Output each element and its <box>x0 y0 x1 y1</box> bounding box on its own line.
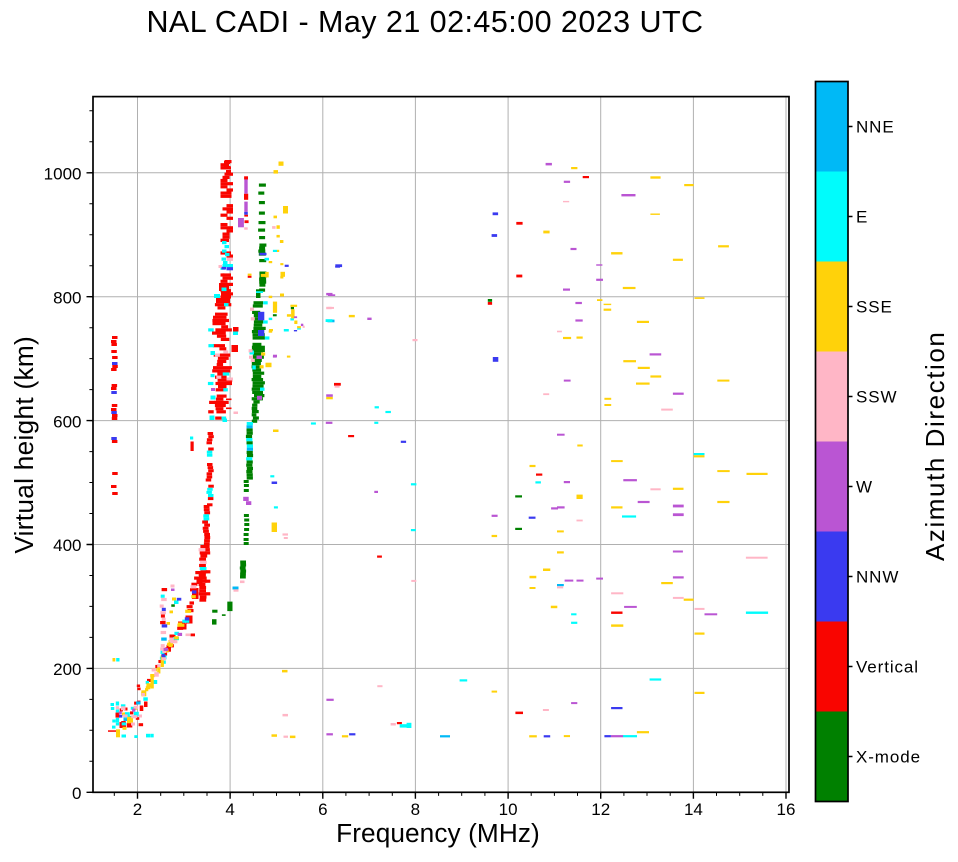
svg-text:NNW: NNW <box>856 567 899 586</box>
svg-text:8: 8 <box>411 800 420 819</box>
svg-text:NAL CADI - May 21 02:45:00 202: NAL CADI - May 21 02:45:00 2023 UTC <box>146 5 703 39</box>
svg-text:10: 10 <box>499 800 518 819</box>
svg-text:1000: 1000 <box>44 165 82 184</box>
svg-text:W: W <box>856 477 873 496</box>
svg-text:X-mode: X-mode <box>856 747 921 766</box>
svg-text:12: 12 <box>591 800 610 819</box>
svg-text:16: 16 <box>777 800 796 819</box>
svg-text:800: 800 <box>53 288 81 307</box>
svg-text:E: E <box>856 207 868 226</box>
svg-text:Frequency (MHz): Frequency (MHz) <box>336 818 540 848</box>
svg-text:2: 2 <box>133 800 142 819</box>
svg-text:600: 600 <box>53 412 81 431</box>
svg-text:14: 14 <box>684 800 703 819</box>
svg-text:200: 200 <box>53 660 81 679</box>
svg-text:Azimuth Direction: Azimuth Direction <box>920 331 950 561</box>
svg-text:SSW: SSW <box>856 387 897 406</box>
svg-text:SSE: SSE <box>856 297 893 316</box>
svg-text:NNE: NNE <box>856 117 895 136</box>
svg-text:0: 0 <box>72 784 81 803</box>
svg-text:Virtual height (km): Virtual height (km) <box>9 336 39 554</box>
svg-text:400: 400 <box>53 536 81 555</box>
svg-text:Vertical: Vertical <box>856 657 919 676</box>
svg-text:4: 4 <box>225 800 234 819</box>
svg-text:6: 6 <box>318 800 327 819</box>
